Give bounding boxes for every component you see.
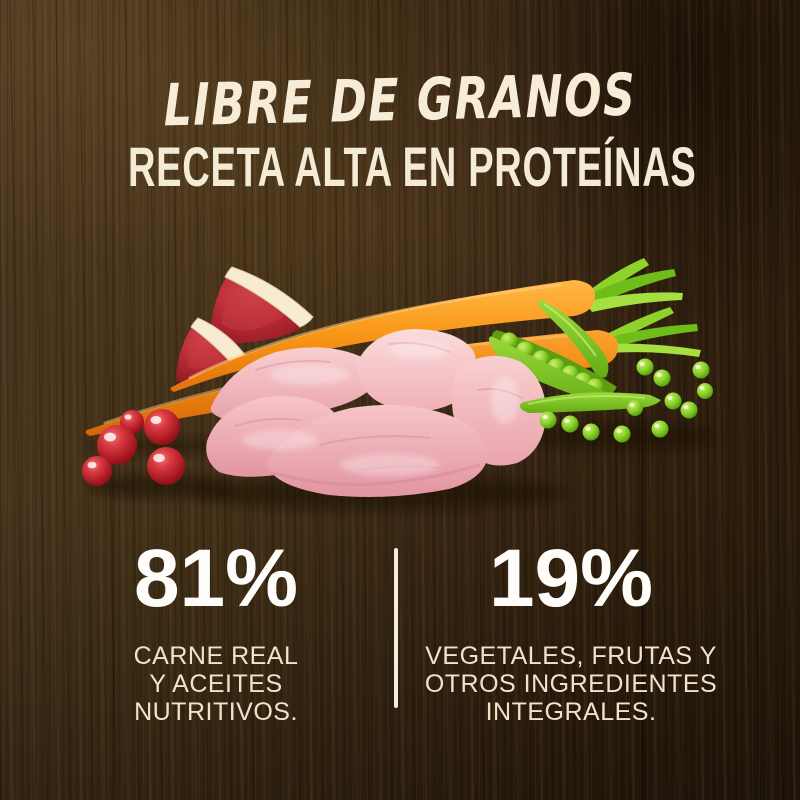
page-title: LIBRE DE GRANOS [163, 60, 637, 140]
stat-meat: 81% CARNE REAL Y ACEITES NUTRITIVOS. [66, 533, 366, 727]
stat-vegetables: 19% VEGETALES, FRUTAS Y OTROS INGREDIENT… [421, 533, 721, 727]
wood-seam-left [113, 0, 115, 800]
carrot-top-leaves [581, 258, 701, 357]
stat-caption-meat: CARNE REAL Y ACEITES NUTRITIVOS. [66, 642, 366, 726]
apple-wedges [175, 266, 314, 382]
chicken-pieces [206, 329, 547, 497]
cranberries [82, 409, 185, 486]
ingredients-illustration [60, 240, 740, 520]
stats-divider [394, 548, 398, 708]
stat-caption-vegetables: VEGETALES, FRUTAS Y OTROS INGREDIENTES I… [421, 642, 721, 726]
green-peas [539, 358, 713, 443]
stat-value-meat: 81% [133, 533, 299, 624]
caption-line: INTEGRALES. [485, 698, 657, 726]
pea-pods-back [489, 299, 623, 409]
caption-line: CARNE REAL [133, 642, 299, 670]
pea-pod-front [520, 392, 661, 413]
caption-line: VEGETALES, FRUTAS Y [425, 642, 717, 670]
page-subtitle: RECETA ALTA EN PROTEÍNAS [128, 135, 697, 198]
caption-line: NUTRITIVOS. [134, 698, 298, 726]
stat-value-vegetables: 19% [488, 533, 654, 624]
caption-line: OTROS INGREDIENTES [424, 670, 718, 698]
caption-line: Y ACEITES [149, 670, 283, 698]
